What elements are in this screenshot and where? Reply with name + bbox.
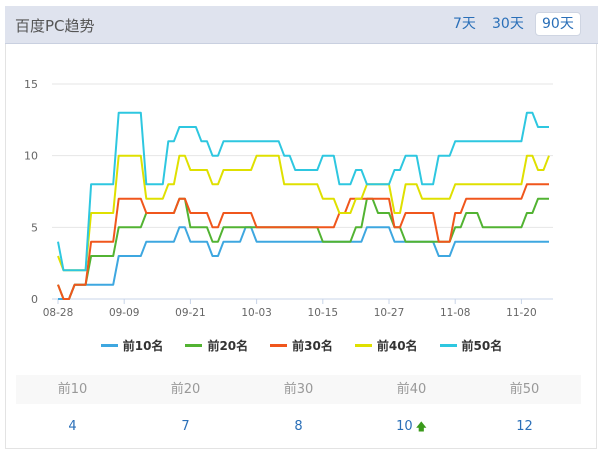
- series-line-1: [58, 226, 549, 300]
- x-tick-label: 10-27: [374, 307, 405, 319]
- y-tick-label: 5: [31, 221, 38, 234]
- legend-item-top10[interactable]: 前10名: [100, 337, 164, 354]
- x-tick-label: 11-20: [506, 307, 537, 319]
- legend-item-top40[interactable]: 前40名: [354, 337, 418, 354]
- x-tick-label: 10-03: [241, 307, 272, 319]
- arrow-up-icon: 🡅: [415, 420, 427, 433]
- panel-title: 百度PC趋势: [15, 17, 95, 35]
- summary-value: 12: [468, 404, 581, 450]
- y-tick-label: 10: [24, 150, 38, 163]
- legend-item-top30[interactable]: 前30名: [270, 337, 333, 354]
- summary-header: 前50: [509, 382, 540, 397]
- legend-swatch: [185, 344, 203, 347]
- x-tick-label: 09-09: [109, 307, 140, 319]
- x-tick-label: 10-15: [308, 307, 339, 319]
- summary-header: 前30: [283, 382, 314, 397]
- range-90-days-button[interactable]: 90天: [535, 12, 581, 36]
- x-tick-label: 08-28: [43, 307, 74, 319]
- summary-value: 8: [242, 404, 355, 450]
- legend-label: 前30名: [292, 339, 333, 353]
- legend-label: 前10名: [122, 339, 164, 353]
- chart-legend: 前10名 前20名 前30名 前40名 前50名: [0, 337, 603, 354]
- value-text: 10: [396, 419, 413, 434]
- series-line-4: [57, 154, 550, 272]
- legend-swatch: [100, 344, 118, 347]
- value-text: 8: [294, 419, 303, 434]
- value-text: 7: [181, 419, 190, 434]
- legend-item-top20[interactable]: 前20名: [185, 337, 248, 354]
- legend-label: 前20名: [207, 339, 249, 353]
- x-tick-label: 09-21: [175, 307, 206, 319]
- legend-swatch: [270, 344, 288, 347]
- series-line-5: [57, 111, 549, 272]
- summary-header: 前20: [170, 382, 201, 397]
- summary-table: 前10 前20 前30 前40 前50 4 7 8 10 🡅 12: [16, 375, 581, 450]
- range-7-days-button[interactable]: 7天: [453, 16, 476, 32]
- legend-swatch: [354, 344, 372, 347]
- summary-value: 4: [16, 404, 129, 450]
- y-tick-label: 15: [24, 78, 38, 91]
- legend-item-top50[interactable]: 前50名: [439, 337, 503, 354]
- summary-header: 前10: [57, 382, 88, 397]
- trend-panel: [5, 6, 597, 449]
- summary-header: 前40: [396, 382, 427, 397]
- series-line-3: [57, 183, 549, 300]
- value-text: 4: [68, 419, 77, 434]
- summary-value: 10 🡅: [355, 404, 468, 450]
- legend-swatch: [439, 344, 457, 347]
- y-tick-label: 0: [31, 293, 38, 306]
- value-text: 12: [516, 419, 533, 434]
- range-30-days-button[interactable]: 30天: [492, 16, 524, 32]
- legend-label: 前50名: [461, 339, 503, 353]
- x-tick-label: 11-08: [440, 307, 471, 319]
- summary-header-row: 前10 前20 前30 前40 前50: [16, 375, 581, 404]
- panel-header: 百度PC趋势 7天 30天 90天: [5, 6, 598, 44]
- trend-line-chart: 0 5 10 15 08-28 09-09 09-21 10-03 10-15 10-27 11-0…: [24, 78, 553, 319]
- legend-label: 前40名: [376, 339, 418, 353]
- summary-value: 7: [129, 404, 242, 450]
- series-line-2: [57, 197, 549, 300]
- summary-value-row: 4 7 8 10 🡅 12: [16, 404, 581, 450]
